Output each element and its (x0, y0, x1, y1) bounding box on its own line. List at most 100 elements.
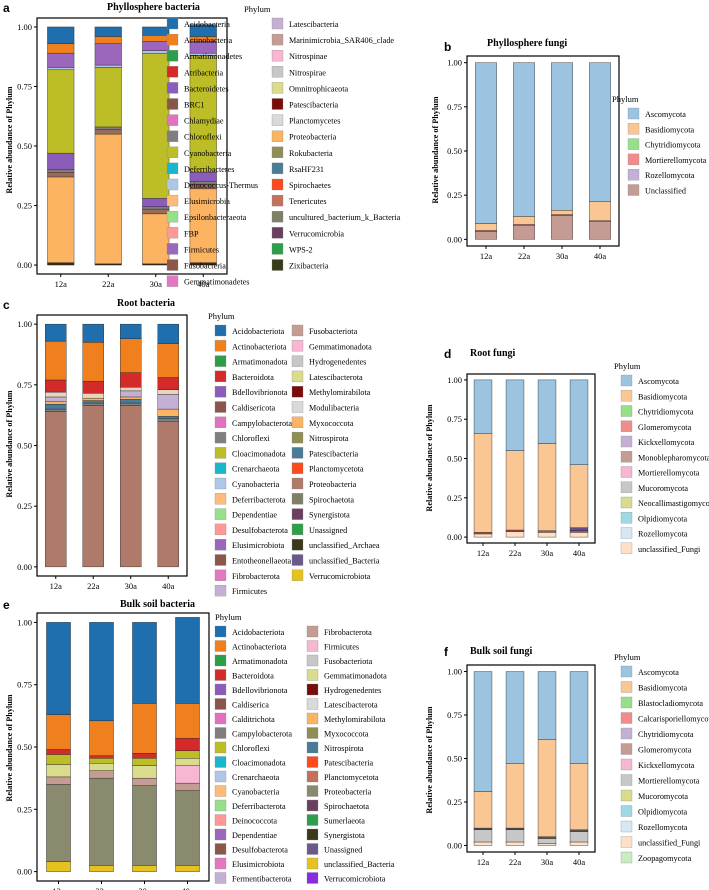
x-tick-label: 30a (138, 886, 151, 890)
bar-segment (189, 188, 217, 263)
legend-swatch (620, 712, 633, 724)
legend-swatch (166, 98, 179, 110)
bar-segment (505, 829, 525, 843)
bar-segment (551, 215, 573, 240)
bar-segment (537, 843, 557, 846)
legend-label: Spirochaetota (324, 802, 369, 811)
bar-segment (94, 64, 122, 68)
legend-label: Olpidiomycota (638, 514, 687, 523)
bar-segment (537, 739, 557, 837)
legend-label: Unassigned (309, 526, 347, 535)
bar-segment (142, 213, 170, 265)
legend-swatch (214, 669, 227, 681)
bar-segment (47, 169, 75, 173)
bar-segment (82, 380, 104, 394)
legend-label: RsaHF231 (289, 165, 324, 174)
legend-swatch (214, 569, 227, 581)
legend-swatch (620, 527, 633, 539)
legend-swatch (214, 741, 227, 754)
y-tick-label: 0.25 (17, 501, 32, 511)
legend-label: uncultured_bacterium_k_Bacteria (289, 213, 401, 222)
bar-segment (45, 408, 67, 412)
bar-segment (473, 532, 493, 535)
legend-label: Cyanobacteria (184, 149, 232, 158)
x-tick-label: 12a (55, 279, 68, 289)
bar-segment (45, 340, 67, 381)
legend-label: Zoopagomycota (638, 854, 692, 863)
legend-label: Tenericutes (289, 197, 327, 206)
legend-swatch (291, 416, 304, 428)
y-tick-label: 0.50 (447, 146, 462, 156)
legend-swatch (620, 374, 633, 387)
bar-segment (132, 777, 157, 786)
legend-swatch (291, 447, 304, 459)
legend-label: Myxococcota (309, 419, 354, 428)
legend-label: Mucoromycota (638, 484, 688, 493)
legend-swatch (214, 355, 227, 367)
bar-segment (89, 777, 114, 866)
legend-swatch (620, 451, 633, 463)
legend-label: unclassified_Fungi (638, 545, 701, 554)
bar-segment (175, 758, 200, 766)
bar-segment (45, 379, 67, 393)
bar-segment (94, 43, 122, 66)
bar-segment (513, 225, 535, 240)
bar-segment (505, 763, 525, 829)
legend-label: Chytridiomycota (645, 141, 701, 150)
y-tick-label: 0.25 (447, 190, 462, 200)
legend-swatch (620, 496, 633, 509)
y-tick-label: 0.25 (447, 797, 462, 807)
y-tick-label: 0.00 (447, 532, 462, 542)
y-axis-label: Relative abundance of Phylum (5, 86, 14, 193)
legend-title: Phylum (614, 652, 641, 662)
legend-swatch (306, 799, 319, 812)
bar-segment (82, 323, 104, 343)
legend-swatch (291, 493, 304, 505)
legend-label: Chytridiomycota (638, 730, 694, 739)
legend-swatch (306, 770, 319, 783)
legend-swatch (306, 843, 319, 855)
legend-label: Patescibacteria (324, 759, 373, 768)
bar-segment (157, 343, 179, 378)
bar-segment (505, 450, 525, 531)
legend-swatch (620, 805, 633, 817)
legend-swatch (214, 416, 227, 428)
legend-label: Mucoromycota (638, 792, 688, 801)
bar-segment (120, 387, 142, 392)
legend-label: Deferribacterota (232, 802, 286, 811)
legend-title: Phylum (208, 311, 235, 321)
bar-segment (120, 323, 142, 339)
legend-label: Proteobacteria (324, 788, 372, 797)
legend-label: unclassified_Archaea (309, 541, 380, 550)
legend-label: Bdellovibrionota (232, 388, 288, 397)
legend-swatch (627, 169, 640, 181)
legend-swatch (306, 828, 319, 841)
legend-label: BRC1 (184, 101, 204, 110)
legend-label: Nitrospinae (289, 52, 328, 61)
legend-label: Synergistota (324, 831, 365, 840)
legend-label: Deferribacteres (184, 165, 234, 174)
legend-swatch (214, 698, 227, 710)
bar-segment (120, 338, 142, 373)
legend-label: Fusobacteriota (324, 657, 373, 666)
legend-swatch (620, 665, 633, 678)
bar-segment (45, 396, 67, 403)
legend-label: Deinococcus-Thermus (184, 181, 258, 190)
legend-label: Methylomirabilota (324, 715, 386, 724)
legend-label: Chloroflexi (184, 133, 222, 142)
legend-swatch (166, 130, 179, 142)
bar-segment (175, 750, 200, 759)
legend-label: Kickxellomycota (638, 438, 695, 447)
y-axis-label: Relative abundance of Phylum (5, 694, 14, 801)
legend-swatch (291, 477, 304, 490)
legend-label: Nitrospirota (324, 744, 364, 753)
bar-segment (89, 720, 114, 756)
legend-swatch (166, 114, 179, 126)
legend-swatch (620, 836, 633, 848)
legend-swatch (291, 554, 304, 566)
legend-label: Firmicutes (232, 587, 267, 596)
y-tick-label: 0.00 (447, 840, 462, 850)
bar-segment (132, 765, 157, 779)
panel-b: b Phyllosphere fungi Relative abundance of… (431, 38, 707, 261)
legend-label: Deinococcota (232, 817, 277, 826)
